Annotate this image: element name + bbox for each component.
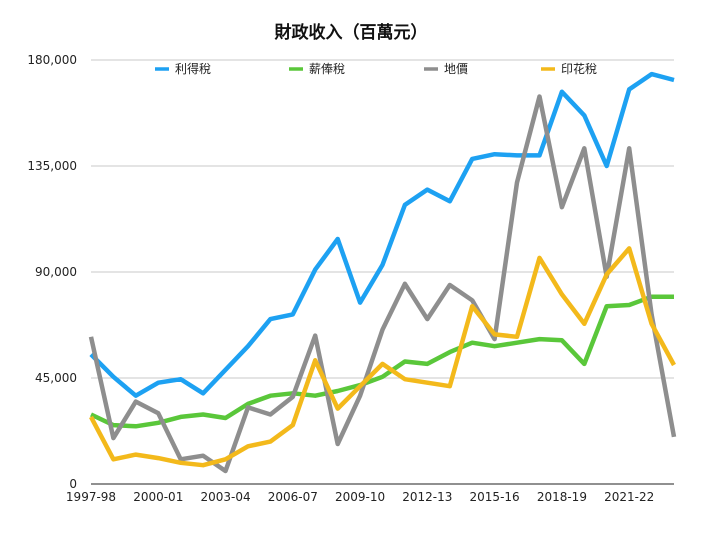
x-tick-label: 2009-10 — [335, 490, 385, 504]
x-tick-label: 2003-04 — [200, 490, 250, 504]
y-tick-label: 45,000 — [35, 371, 77, 385]
chart-title: 財政收入（百萬元） — [274, 22, 428, 43]
legend: 利得稅 薪俸稅 地價 印花稅 — [155, 61, 597, 76]
x-tick-label: 2015-16 — [470, 490, 520, 504]
y-tick-label: 0 — [69, 477, 77, 491]
x-tick-label: 2000-01 — [133, 490, 183, 504]
series-line-0 — [89, 71, 675, 398]
x-tick-label: 2006-07 — [268, 490, 318, 504]
legend-label: 薪俸稅 — [309, 62, 345, 76]
legend-label: 利得稅 — [175, 61, 211, 76]
y-tick-label: 90,000 — [35, 265, 77, 279]
x-tick-label: 2018-19 — [537, 490, 587, 504]
series-line-1 — [90, 294, 674, 429]
series-line-2 — [88, 94, 677, 474]
legend-label: 地價 — [444, 62, 468, 76]
y-axis: 0 45,000 90,000 135,000 180,000 — [27, 53, 77, 491]
x-tick-label: 2012-13 — [402, 490, 452, 504]
x-tick-label: 2021-22 — [604, 490, 654, 504]
legend-label: 印花稅 — [561, 61, 597, 76]
x-axis: 1997-98 2000-01 2003-04 2006-07 2009-10 2012-… — [66, 490, 654, 504]
plot-area — [88, 71, 677, 474]
x-tick-label: 1997-98 — [66, 490, 116, 504]
y-tick-label: 135,000 — [27, 159, 77, 173]
series-line-3 — [89, 246, 676, 468]
y-tick-label: 180,000 — [27, 53, 77, 67]
